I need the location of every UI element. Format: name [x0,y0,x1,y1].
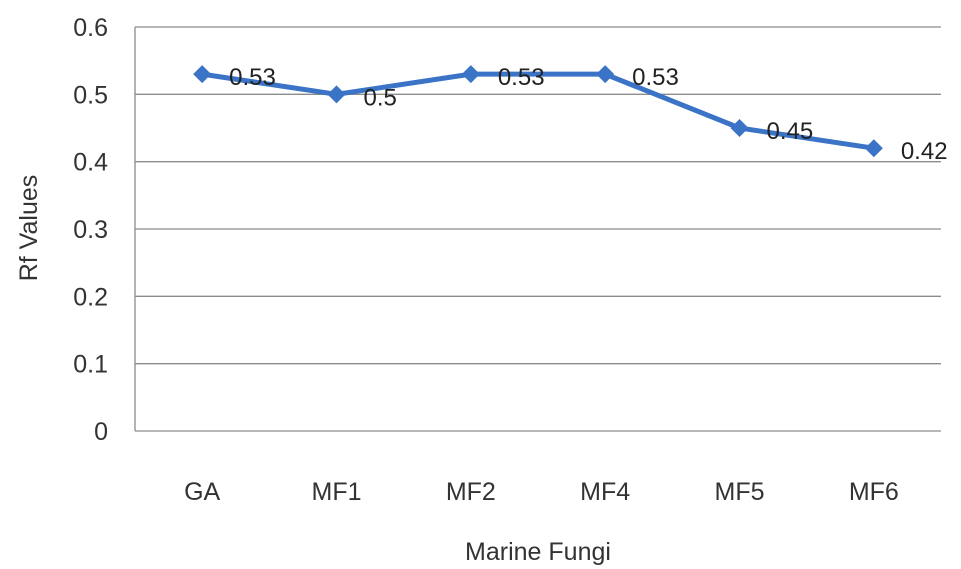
diamond-marker [864,139,883,158]
y-axis-title: Rf Values [15,175,43,282]
x-tick-labels: GA MF1 MF2 MF4 MF5 MF6 [184,478,899,506]
data-label: 0.53 [229,64,276,91]
x-tick-label: GA [184,478,220,506]
diamond-marker [193,65,212,84]
x-tick-label: MF4 [580,478,630,506]
y-tick-label: 0.3 [73,216,108,244]
x-tick-label: MF5 [715,478,765,506]
y-tick-label: 0.6 [73,14,108,42]
series-line [199,71,877,151]
diamond-marker [327,85,346,104]
x-tick-label: MF1 [312,478,362,506]
axes [134,27,941,432]
series-markers [193,65,883,158]
y-tick-label: 0.4 [73,149,108,177]
y-tick-labels: 0 0.1 0.2 0.3 0.4 0.5 0.6 [73,14,108,446]
data-label: 0.53 [498,64,545,91]
data-labels: 0.53 0.5 0.53 0.53 0.45 0.42 [229,64,947,165]
diamond-marker [596,65,615,84]
data-label: 0.53 [632,64,679,91]
data-label: 0.45 [767,118,814,145]
y-tick-label: 0.1 [73,351,108,379]
series-line [199,71,877,151]
data-label: 0.42 [901,138,948,165]
diamond-marker [730,119,749,137]
x-tick-label: MF2 [446,478,496,506]
y-tick-label: 0.5 [73,81,108,109]
x-axis-title: Marine Fungi [465,538,611,566]
y-tick-label: 0.2 [73,283,108,311]
diamond-marker [461,65,480,84]
data-label: 0.5 [364,84,397,111]
y-tick-label: 0 [94,418,108,446]
x-tick-label: MF6 [849,478,899,506]
grid-lines [135,26,941,365]
